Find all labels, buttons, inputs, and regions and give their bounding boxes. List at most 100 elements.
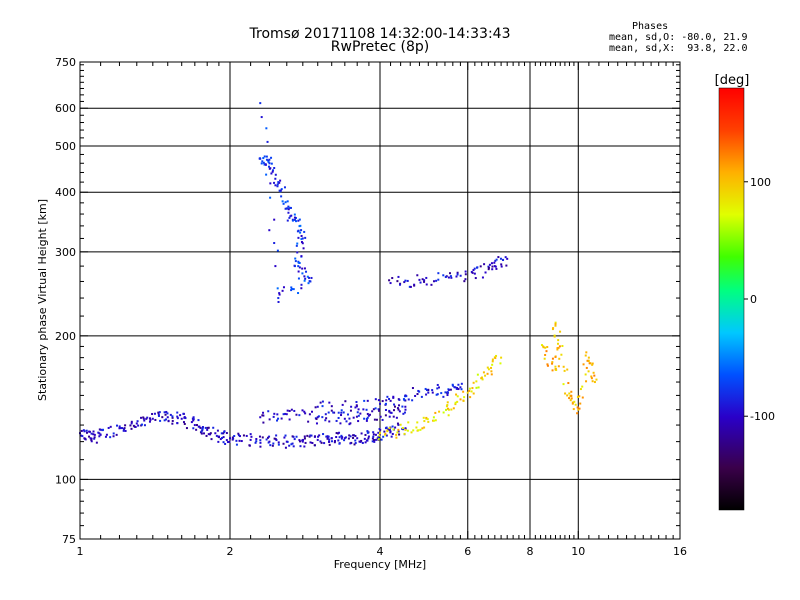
scatter-point xyxy=(295,435,298,438)
scatter-point xyxy=(469,396,472,399)
scatter-point xyxy=(259,445,262,448)
scatter-point xyxy=(330,440,333,443)
scatter-point xyxy=(269,196,272,199)
scatter-point xyxy=(425,276,428,279)
scatter-point xyxy=(322,433,325,436)
scatter-point xyxy=(412,429,415,432)
scatter-point xyxy=(284,434,287,437)
scatter-point xyxy=(380,438,383,441)
scatter-point xyxy=(360,432,363,435)
scatter-point xyxy=(427,389,430,392)
scatter-point xyxy=(595,378,598,381)
scatter-point xyxy=(280,417,283,420)
scatter-point xyxy=(276,287,279,290)
scatter-point xyxy=(396,280,399,283)
scatter-point xyxy=(90,432,93,435)
scatter-point xyxy=(323,442,326,445)
scatter-point xyxy=(591,362,594,365)
scatter-point xyxy=(579,388,582,391)
scatter-point xyxy=(99,428,102,431)
scatter-point xyxy=(398,283,401,286)
scatter-point xyxy=(200,430,203,433)
scatter-point xyxy=(403,399,406,402)
scatter-point xyxy=(210,438,213,441)
scatter-point xyxy=(273,437,276,440)
scatter-point xyxy=(240,440,243,443)
scatter-point xyxy=(270,156,273,159)
scatter-point xyxy=(348,434,351,437)
plot-grid xyxy=(80,62,680,539)
phases-title: Phases xyxy=(632,21,669,32)
scatter-point-anchor xyxy=(554,368,557,371)
scatter-point xyxy=(297,261,300,264)
scatter-point xyxy=(397,408,400,411)
scatter-point xyxy=(381,418,384,421)
scatter-point-anchor xyxy=(229,437,231,440)
scatter-point xyxy=(276,185,279,188)
scatter-point xyxy=(277,441,280,444)
scatter-point xyxy=(288,418,291,421)
scatter-point xyxy=(365,418,368,421)
scatter-point-anchor xyxy=(404,428,407,431)
scatter-point xyxy=(304,412,307,415)
scatter-point-anchor xyxy=(404,427,407,430)
scatter-point xyxy=(392,396,395,399)
scatter-point xyxy=(238,439,241,442)
scatter-point xyxy=(262,411,265,414)
scatter-point xyxy=(410,431,413,434)
scatter-point xyxy=(347,437,350,440)
scatter-point xyxy=(554,356,557,359)
scatter-point xyxy=(451,383,454,386)
scatter-point-anchor xyxy=(404,408,407,411)
scatter-point xyxy=(352,434,355,437)
scatter-point xyxy=(258,435,261,438)
scatter-point xyxy=(232,437,235,440)
scatter-point xyxy=(477,386,480,389)
scatter-point xyxy=(432,280,435,283)
scatter-point xyxy=(343,439,346,442)
scatter-point xyxy=(268,435,271,438)
scatter-point xyxy=(456,273,459,276)
scatter-point xyxy=(321,400,324,403)
scatter-point xyxy=(140,423,143,426)
scatter-point-anchor xyxy=(293,218,296,221)
scatter-point xyxy=(216,429,219,432)
scatter-point xyxy=(290,443,293,446)
scatter-point xyxy=(475,380,478,383)
scatter-point xyxy=(303,230,306,233)
x-tick-label: 1 xyxy=(77,545,84,558)
scatter-point xyxy=(235,443,238,446)
scatter-point xyxy=(490,370,493,373)
scatter-point xyxy=(267,436,270,439)
scatter-point xyxy=(109,425,112,428)
scatter-point-anchor xyxy=(293,265,296,268)
scatter-point xyxy=(303,445,306,448)
colorbar-label: [deg] xyxy=(715,73,750,88)
scatter-point xyxy=(192,427,195,430)
scatter-point xyxy=(288,206,291,209)
scatter-point xyxy=(159,419,162,422)
scatter-point xyxy=(283,186,286,189)
scatter-point-anchor xyxy=(330,437,333,440)
y-tick-label: 100 xyxy=(55,473,76,486)
scatter-point xyxy=(361,442,364,445)
scatter-point-anchor xyxy=(166,416,169,419)
scatter-point-anchor xyxy=(587,356,590,359)
scatter-point xyxy=(148,420,151,423)
scatter-point xyxy=(261,414,264,417)
scatter-point xyxy=(262,157,265,160)
scatter-point xyxy=(301,267,304,270)
scatter-point xyxy=(274,184,277,187)
scatter-point xyxy=(384,432,387,435)
scatter-point xyxy=(462,390,465,393)
scatter-point xyxy=(301,272,304,275)
scatter-point xyxy=(84,438,87,441)
scatter-point xyxy=(387,428,390,431)
scatter-point xyxy=(487,368,490,371)
scatter-point xyxy=(176,422,179,425)
scatter-point xyxy=(130,420,133,423)
scatter-point xyxy=(328,440,331,443)
scatter-point xyxy=(355,415,358,418)
scatter-point xyxy=(308,413,311,416)
scatter-point xyxy=(404,405,407,408)
